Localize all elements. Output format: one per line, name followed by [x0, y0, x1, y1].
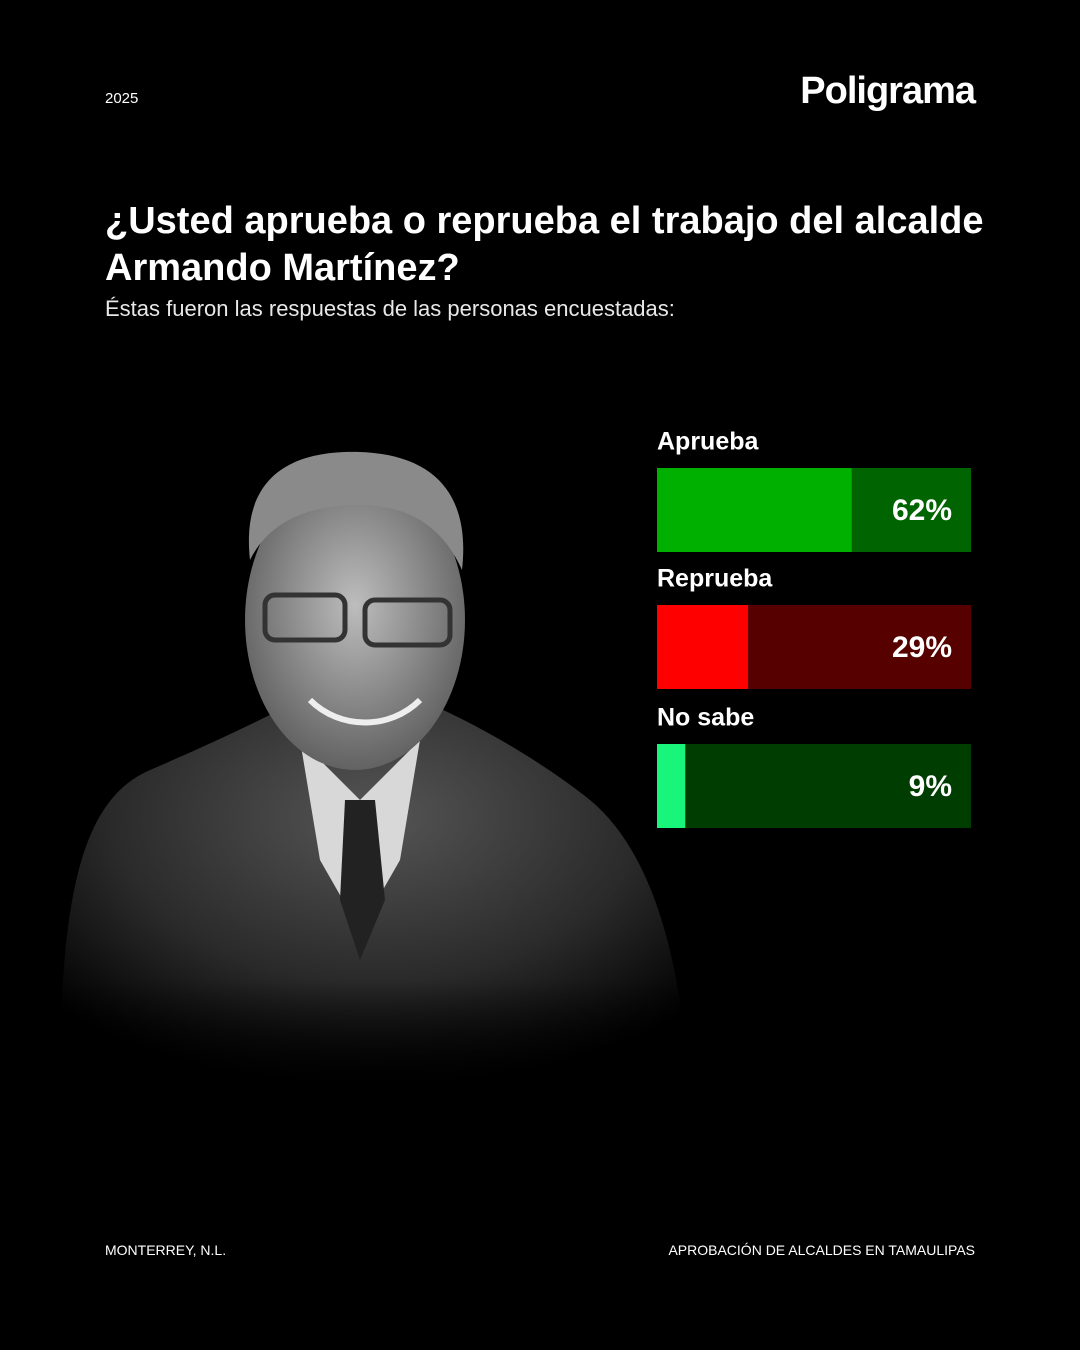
bars: Aprueba 62% Reprueba 29% No sabe 9%: [657, 428, 971, 828]
footer-location: MONTERREY, N.L.: [105, 1242, 227, 1258]
brand-logo: Poligrama: [800, 70, 976, 112]
category-label: No sabe: [657, 704, 754, 732]
year: 2025: [105, 90, 139, 107]
category-label: Reprueba: [657, 565, 773, 593]
value-label: 9%: [909, 770, 952, 803]
portrait: [40, 451, 720, 1100]
category-label: Aprueba: [657, 428, 760, 456]
value-label: 62%: [892, 494, 952, 527]
bar-track: [657, 744, 971, 828]
bar: [657, 468, 852, 552]
bar: [657, 744, 686, 828]
chart-subtitle: Éstas fueron las respuestas de las perso…: [105, 296, 675, 321]
bar: [657, 605, 749, 689]
chart-title: ¿Usted aprueba o reprueba el trabajo del…: [105, 200, 984, 289]
footer-series: APROBACIÓN DE ALCALDES EN TAMAULIPAS: [668, 1242, 975, 1258]
value-label: 29%: [892, 631, 952, 664]
